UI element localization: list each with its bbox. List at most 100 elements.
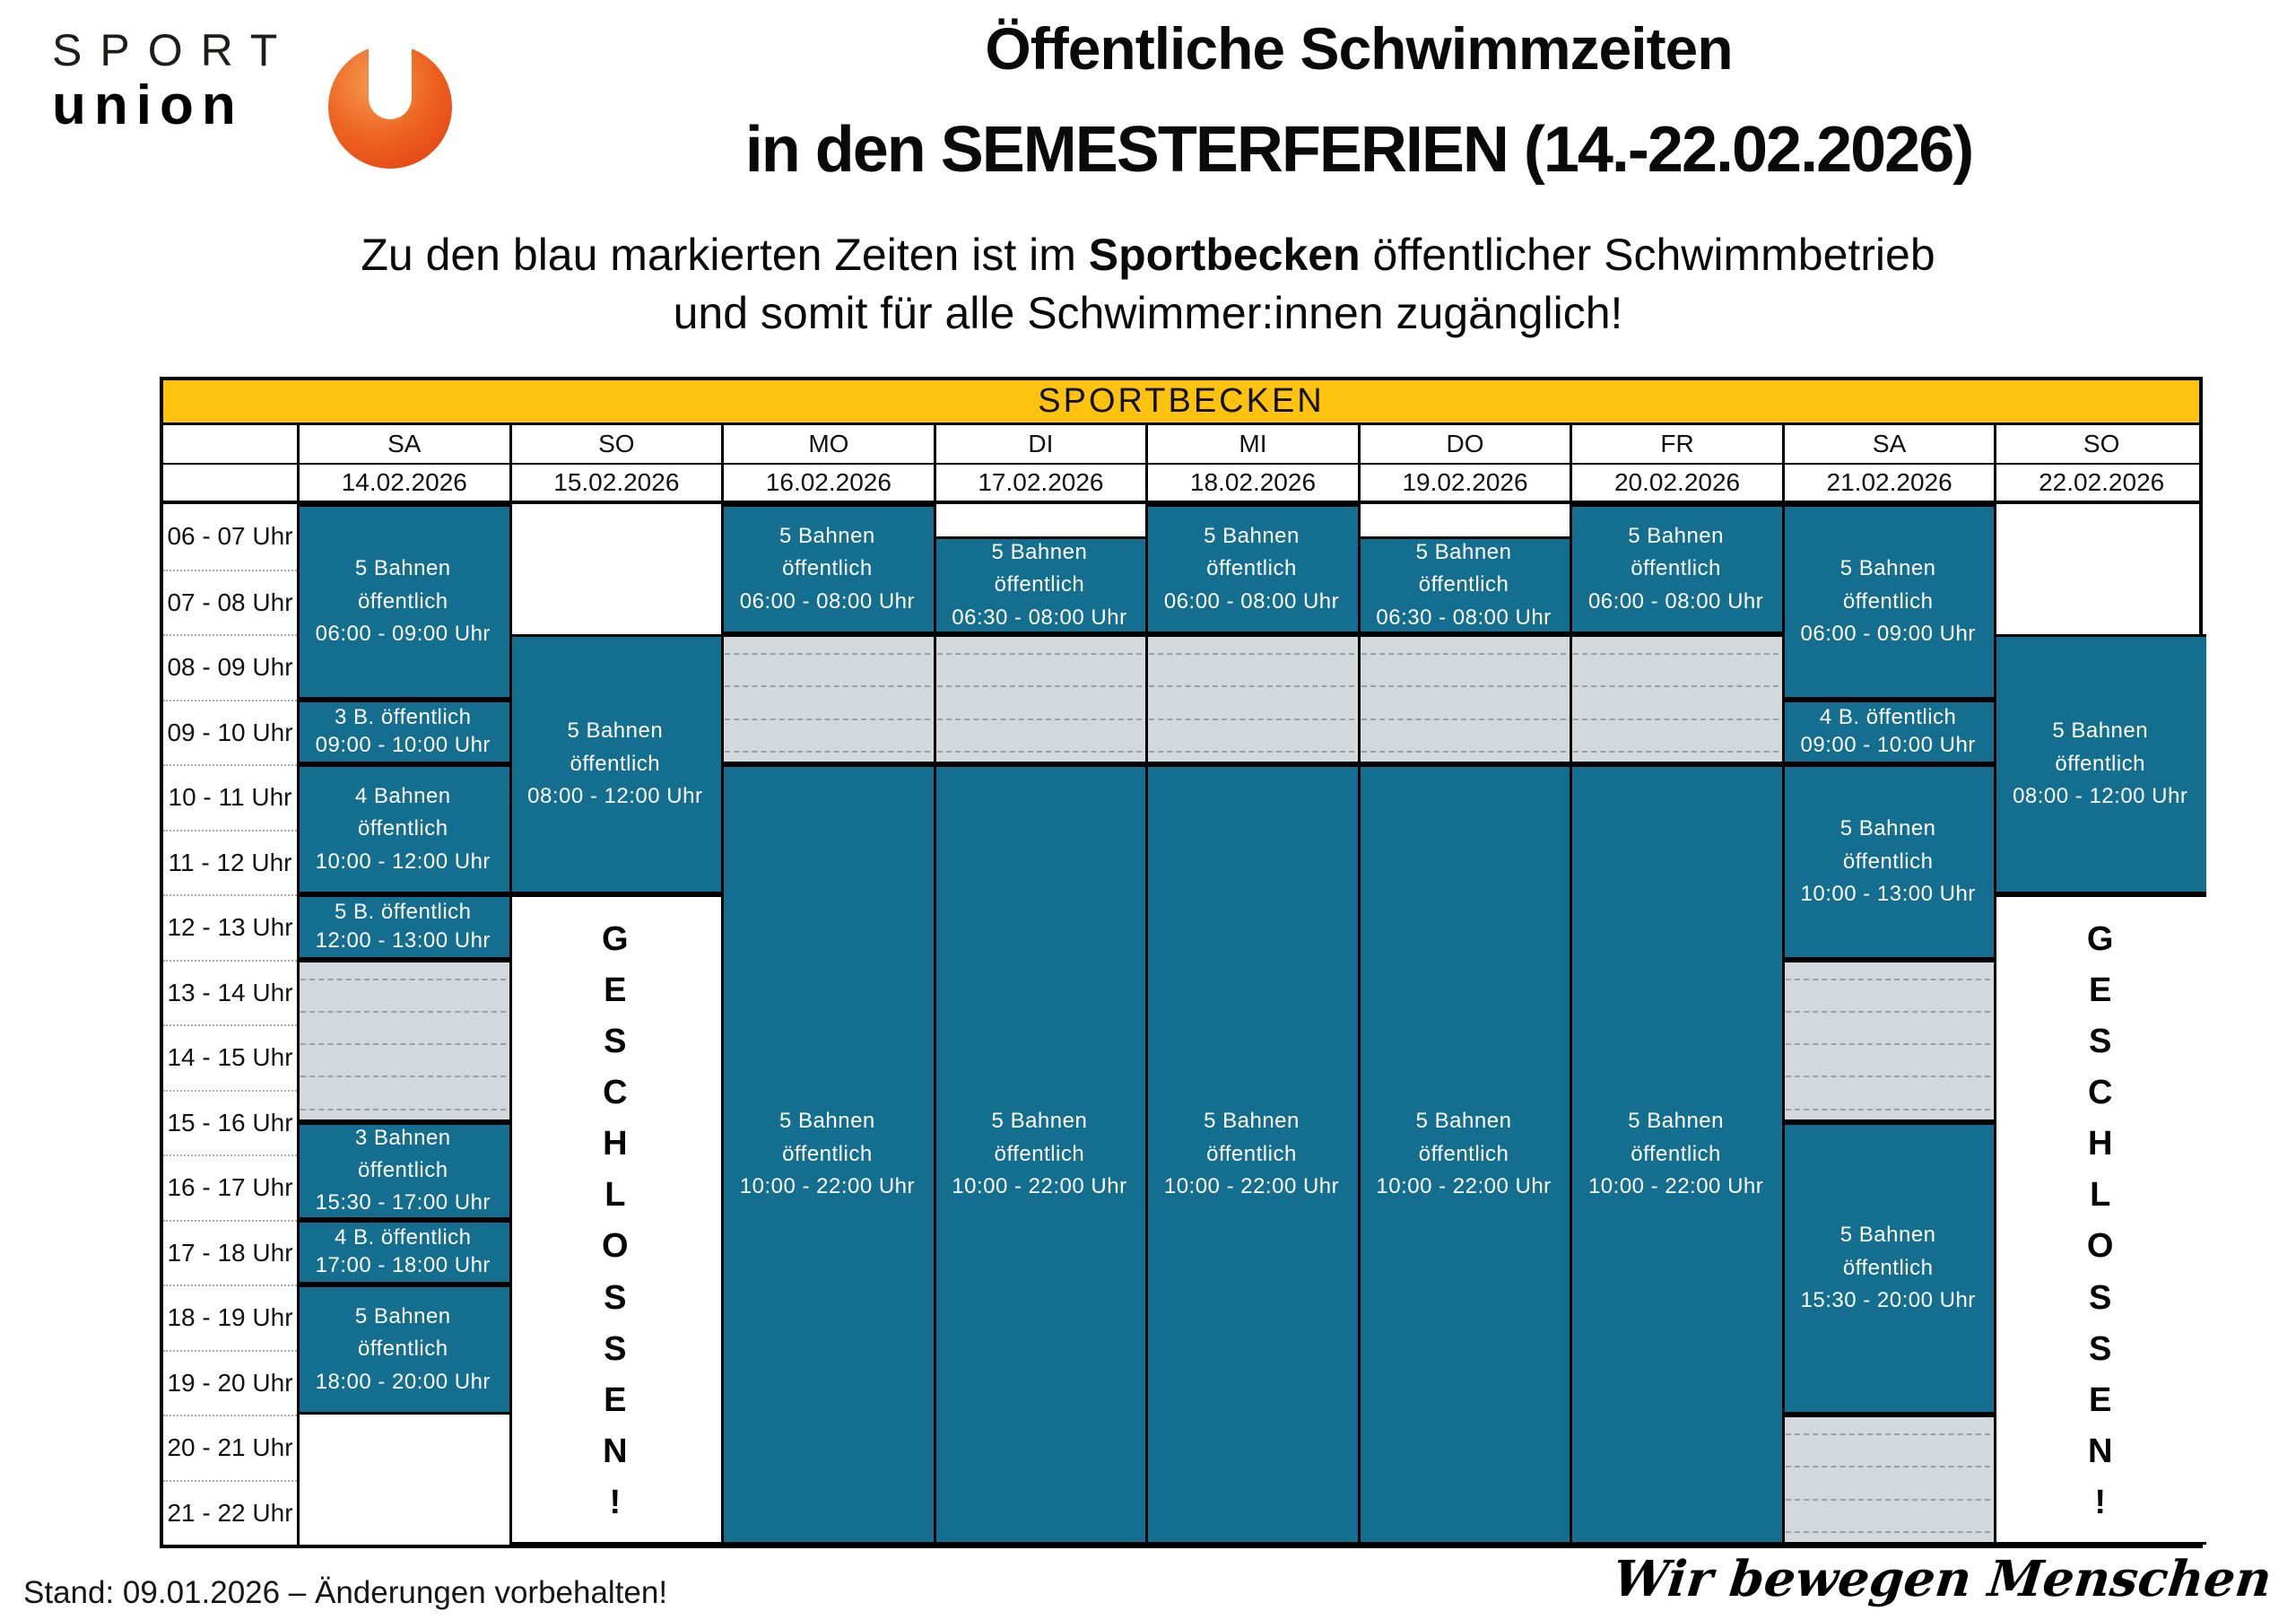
- schedule-cell-striped: [933, 634, 1146, 764]
- schedule-cell-open: 3 Bahnen öffentlich 15:30 - 17:00 Uhr: [297, 1121, 509, 1220]
- schedule-cell-open: 4 B. öffentlich 17:00 - 18:00 Uhr: [297, 1219, 509, 1285]
- cell-text: 4 Bahnen öffentlich 10:00 - 12:00 Uhr: [297, 767, 509, 892]
- striped-dash-line: [1785, 1010, 1991, 1013]
- cell-text: 5 Bahnen öffentlich 10:00 - 22:00 Uhr: [721, 767, 934, 1542]
- striped-dash-line: [725, 685, 930, 688]
- cell-text: 5 Bahnen öffentlich 10:00 - 22:00 Uhr: [1570, 767, 1782, 1542]
- cell-text-line: 06:30 - 08:00 Uhr: [1376, 605, 1552, 630]
- time-label: 21 - 22 Uhr: [163, 1479, 297, 1545]
- schedule-cell-open: 5 Bahnen öffentlich 10:00 - 22:00 Uhr: [1357, 764, 1570, 1545]
- closed-letter: C: [2087, 1074, 2113, 1112]
- striped-dash-line: [725, 750, 930, 753]
- logo-text-sport: SPORT: [52, 25, 296, 75]
- schedule-table: SPORTBECKEN SA SO MO DI MI DO FR SA SO 14.02.202…: [160, 377, 2206, 1548]
- schedule-cell-open: 5 Bahnen öffentlich 10:00 - 22:00 Uhr: [1570, 764, 1782, 1545]
- cell-text: 5 Bahnen öffentlich 18:00 - 20:00 Uhr: [297, 1287, 509, 1412]
- cell-text-line: öffentlich: [2055, 751, 2146, 776]
- schedule-cell-closed: G E S C H L O S S E N!: [509, 894, 722, 1545]
- cell-text-line: 10:00 - 22:00 Uhr: [1163, 1174, 1340, 1199]
- cell-text-line: 5 B. öffentlich: [335, 900, 472, 925]
- closed-letter: E: [2089, 1380, 2112, 1419]
- cell-text-line: 06:00 - 09:00 Uhr: [1800, 621, 1976, 646]
- schedule-cell-open: 5 Bahnen öffentlich 06:30 - 08:00 Uhr: [933, 536, 1146, 634]
- cell-text-line: 5 Bahnen: [1839, 1223, 1936, 1248]
- stand-note: Stand: 09.01.2026 – Änderungen vorbehalt…: [23, 1575, 668, 1610]
- cell-text-line: 5 Bahnen: [991, 1109, 1088, 1134]
- cell-text-line: 15:30 - 17:00 Uhr: [315, 1190, 491, 1215]
- subtitle-line1-pre: Zu den blau markierten Zeiten ist im: [361, 230, 1089, 280]
- cell-text-line: öffentlich: [1842, 849, 1934, 874]
- header-date-8: 22.02.2026: [1994, 465, 2206, 501]
- striped-dash-line: [300, 978, 506, 980]
- closed-label: G E S C H L O S S E N!: [509, 897, 722, 1542]
- time-label: 14 - 15 Uhr: [163, 1024, 297, 1090]
- closed-letter: H: [603, 1125, 628, 1163]
- striped-dash-line: [1573, 750, 1779, 753]
- pool-header: SPORTBECKEN: [163, 380, 2199, 425]
- cell-text: 5 Bahnen öffentlich 06:00 - 09:00 Uhr: [297, 507, 509, 697]
- striped-dash-line: [1149, 653, 1354, 655]
- logo-text-union: union: [52, 74, 244, 136]
- union-u-notch: [369, 40, 412, 119]
- cell-text-line: 5 Bahnen: [1415, 1109, 1512, 1134]
- time-label: 18 - 19 Uhr: [163, 1285, 297, 1350]
- header-day-3: DI: [933, 425, 1146, 463]
- striped-dash-line: [1785, 978, 1991, 980]
- schedule-cell-open: 5 Bahnen öffentlich 08:00 - 12:00 Uhr: [509, 634, 722, 894]
- cell-text-line: 5 Bahnen: [779, 523, 875, 548]
- striped-dash-line: [1361, 718, 1567, 720]
- schedule-cell-open: 5 Bahnen öffentlich 15:30 - 20:00 Uhr: [1781, 1121, 1995, 1415]
- cell-text-line: öffentlich: [1206, 556, 1297, 581]
- cell-text-line: 06:00 - 08:00 Uhr: [1587, 588, 1764, 614]
- cell-text-line: öffentlich: [357, 1337, 448, 1362]
- cell-text-line: öffentlich: [1842, 1255, 1934, 1280]
- closed-letter: L: [2090, 1176, 2111, 1215]
- cell-text-line: öffentlich: [1206, 1141, 1297, 1166]
- header-date-0: 14.02.2026: [297, 465, 509, 501]
- column-separator: [297, 504, 300, 1545]
- cell-text-line: 5 Bahnen: [567, 719, 664, 744]
- cell-text-line: 5 Bahnen: [779, 1109, 875, 1134]
- closed-letter: S: [604, 1023, 627, 1061]
- schedule-cell-striped: [1357, 634, 1570, 764]
- closed-letter: S: [2089, 1278, 2112, 1317]
- cell-text-line: 10:00 - 22:00 Uhr: [952, 1174, 1127, 1199]
- date-header-row: 14.02.2026 15.02.2026 16.02.2026 17.02.2026…: [163, 465, 2199, 504]
- cell-text-line: 4 B. öffentlich: [1819, 704, 1957, 729]
- closed-letter: G: [602, 920, 629, 958]
- cell-text-line: 06:30 - 08:00 Uhr: [952, 605, 1127, 630]
- cell-text-line: 5 Bahnen: [354, 1303, 451, 1328]
- cell-text-line: öffentlich: [570, 751, 661, 776]
- cell-text-line: 5 Bahnen: [1628, 1109, 1724, 1134]
- schedule-cell-open: 5 Bahnen öffentlich 18:00 - 20:00 Uhr: [297, 1285, 509, 1415]
- cell-text: 5 Bahnen öffentlich 08:00 - 12:00 Uhr: [509, 637, 722, 892]
- striped-dash-line: [1785, 1076, 1991, 1078]
- column-separator: [1994, 504, 1997, 1545]
- closed-letter: G: [2086, 920, 2114, 958]
- day-header-row: SA SO MO DI MI DO FR SA SO: [163, 425, 2199, 465]
- cell-text-line: 5 Bahnen: [354, 556, 451, 581]
- striped-dash-line: [1785, 1466, 1991, 1468]
- striped-dash-line: [1573, 653, 1779, 655]
- striped-dash-line: [1573, 718, 1779, 720]
- column-separator: [1145, 504, 1149, 1545]
- time-label: 10 - 11 Uhr: [163, 764, 297, 830]
- cell-text-line: öffentlich: [357, 588, 448, 614]
- header-date-7: 21.02.2026: [1781, 465, 1995, 501]
- time-label: 19 - 20 Uhr: [163, 1349, 297, 1415]
- header-date-5: 19.02.2026: [1357, 465, 1570, 501]
- cell-text-line: 10:00 - 13:00 Uhr: [1800, 881, 1976, 906]
- schedule-cell-open: 5 Bahnen öffentlich 10:00 - 13:00 Uhr: [1781, 764, 1995, 960]
- header-date-3: 17.02.2026: [933, 465, 1146, 501]
- striped-dash-line: [300, 1108, 506, 1110]
- cell-text-line: öffentlich: [357, 816, 448, 841]
- column-separator: [721, 504, 725, 1545]
- cell-text-line: 5 Bahnen: [1839, 816, 1936, 841]
- cell-text: 5 B. öffentlich 12:00 - 13:00 Uhr: [297, 897, 509, 957]
- cell-text-line: 5 Bahnen: [2052, 719, 2149, 744]
- cell-text-line: 5 Bahnen: [991, 540, 1088, 565]
- column-separator: [1781, 504, 1785, 1545]
- cell-text: 4 B. öffentlich 17:00 - 18:00 Uhr: [297, 1223, 509, 1283]
- cell-text: 5 Bahnen öffentlich 10:00 - 22:00 Uhr: [1358, 767, 1570, 1542]
- closed-letter: L: [604, 1176, 626, 1215]
